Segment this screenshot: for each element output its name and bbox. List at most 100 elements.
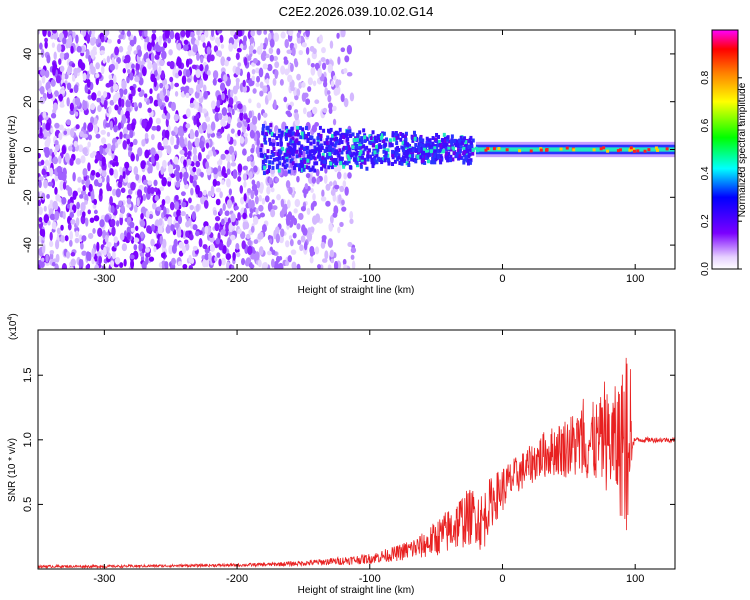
band-cell: [412, 130, 416, 135]
noise-cell: [130, 153, 135, 162]
noise-cell: [57, 171, 63, 181]
noise-cell: [330, 80, 335, 87]
band-cell: [391, 162, 395, 167]
noise-cell: [95, 133, 101, 139]
band-cell: [265, 155, 269, 160]
noise-cell: [58, 124, 64, 131]
noise-cell: [252, 215, 259, 225]
band-cell: [433, 154, 437, 159]
noise-cell: [99, 219, 105, 228]
band-cell: [322, 159, 326, 164]
band-cell: [365, 145, 369, 150]
band-cell: [458, 153, 462, 158]
band-cell: [289, 138, 293, 143]
band-cell: [298, 147, 302, 152]
noise-cell: [165, 117, 169, 128]
noise-cell: [82, 72, 87, 81]
band-cell: [386, 157, 390, 162]
noise-cell: [96, 97, 102, 103]
noise-cell: [46, 54, 51, 64]
band-cell: [313, 168, 317, 173]
peak-cell: [599, 147, 603, 151]
noise-cell: [78, 144, 84, 153]
noise-cell: [153, 69, 158, 77]
noise-cell: [129, 141, 134, 147]
band-cell: [294, 132, 298, 137]
noise-cell: [138, 77, 144, 86]
peak-cell: [632, 147, 636, 151]
noise-cell: [265, 78, 270, 85]
noise-cell: [250, 147, 255, 154]
noise-cell: [301, 224, 306, 234]
noise-cell: [67, 223, 72, 231]
noise-cell: [70, 219, 76, 225]
band-cell: [438, 139, 442, 144]
noise-cell: [196, 118, 200, 128]
band-cell: [342, 135, 346, 140]
band-cell: [418, 153, 422, 158]
noise-cell: [61, 197, 67, 205]
noise-cell: [215, 198, 221, 206]
noise-cell: [164, 195, 171, 204]
band-cell: [293, 143, 297, 148]
noise-cell: [243, 193, 247, 202]
band-cell: [336, 131, 340, 136]
noise-cell: [64, 73, 69, 80]
noise-cell: [129, 72, 134, 81]
noise-cell: [75, 124, 80, 130]
noise-cell: [242, 212, 247, 220]
band-cell: [363, 147, 367, 152]
noise-cell: [85, 178, 91, 188]
noise-cell: [133, 50, 138, 55]
noise-cell: [254, 195, 259, 205]
noise-cell: [103, 246, 107, 256]
band-cell: [369, 136, 373, 141]
band-cell: [340, 156, 344, 161]
noise-cell: [107, 252, 111, 260]
noise-cell: [280, 65, 286, 75]
noise-cell: [235, 52, 240, 60]
noise-cell: [151, 223, 156, 232]
noise-cell: [196, 30, 200, 36]
band-cell: [464, 140, 468, 145]
noise-cell: [177, 42, 182, 51]
noise-cell: [185, 230, 190, 238]
noise-cell: [141, 66, 147, 77]
noise-cell: [239, 136, 245, 144]
noise-cell: [122, 140, 127, 150]
noise-cell: [43, 205, 47, 212]
noise-cell: [89, 217, 95, 223]
noise-cell: [160, 166, 164, 175]
noise-cell: [180, 140, 186, 149]
noise-cell: [112, 94, 118, 104]
noise-cell: [283, 96, 288, 103]
noise-cell: [174, 194, 179, 202]
band-cell: [464, 157, 468, 162]
noise-cell: [168, 164, 174, 174]
peak-cell: [632, 149, 636, 153]
x-tick-label: -100: [359, 273, 381, 285]
noise-cell: [178, 69, 183, 77]
noise-cell: [242, 127, 246, 134]
noise-cell: [120, 205, 125, 214]
noise-cell: [106, 175, 110, 185]
band-cell: [290, 147, 294, 152]
noise-cell: [336, 171, 342, 180]
noise-cell: [70, 127, 75, 138]
noise-cell: [38, 176, 44, 182]
band-cell: [436, 155, 440, 160]
band-cell: [323, 148, 327, 153]
noise-cell: [51, 261, 56, 267]
noise-cell: [284, 68, 290, 76]
noise-cell: [66, 97, 70, 107]
band-cell: [433, 137, 437, 142]
snr-panel: -300 -200 -100 0 100 0.51.01.5 Height of str…: [7, 313, 676, 596]
band-cell: [370, 157, 374, 162]
band-cell: [335, 161, 339, 166]
noise-cell: [122, 68, 126, 74]
y-tick-label: 1.0: [22, 432, 34, 447]
noise-cell: [227, 116, 232, 125]
noise-cell: [205, 142, 210, 149]
